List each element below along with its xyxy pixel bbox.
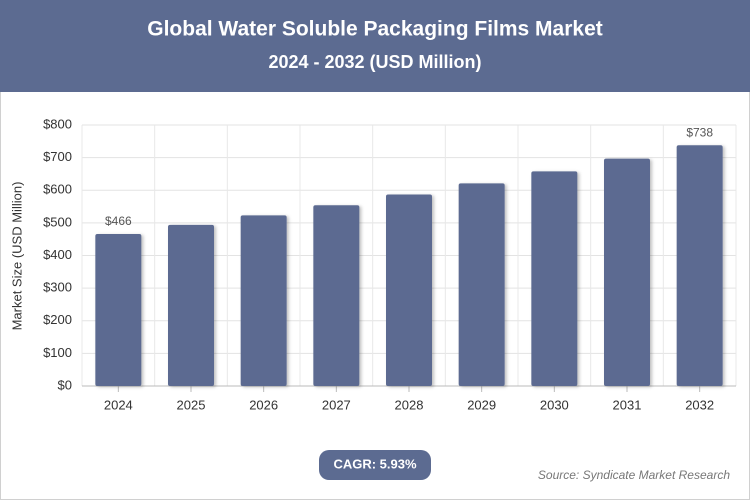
y-tick-label: $700: [43, 149, 72, 164]
bar: [168, 224, 214, 386]
x-tick-label: 2032: [685, 397, 714, 412]
cagr-text: CAGR: 5.93%: [333, 456, 417, 471]
x-tick-label: 2028: [395, 397, 424, 412]
bar: [386, 194, 432, 386]
y-tick-label: $800: [43, 116, 72, 131]
value-label: $738: [686, 125, 713, 139]
chart-title: Global Water Soluble Packaging Films Mar…: [147, 18, 603, 41]
y-tick-label: $400: [43, 247, 72, 262]
bar: [458, 183, 505, 386]
bar: [676, 145, 723, 386]
chart-subtitle: 2024 - 2032 (USD Million): [268, 52, 481, 72]
bar: [531, 171, 578, 386]
x-tick-label: 2025: [177, 397, 206, 412]
value-label: $466: [105, 214, 132, 228]
y-tick-label: $0: [58, 377, 72, 392]
plot-area: $0 $100 $200 $300 $400 $500 $600 $700 $800 2024 $4…: [43, 116, 737, 412]
source-note: Source: Syndicate Market Research: [538, 468, 730, 482]
y-tick-label: $200: [43, 312, 72, 327]
x-tick-label: 2026: [249, 397, 278, 412]
x-tick-label: 2030: [540, 397, 569, 412]
x-tick-label: 2031: [613, 397, 642, 412]
y-tick-label: $500: [43, 214, 72, 229]
x-tick-label: 2024: [104, 397, 133, 412]
cagr-badge: [319, 450, 431, 480]
header-band: [0, 0, 750, 92]
y-tick-label: $100: [43, 345, 72, 360]
y-tick-label: $600: [43, 182, 72, 197]
y-axis-label: Market Size (USD Million): [9, 182, 24, 331]
bar: [604, 158, 650, 386]
x-tick-label: 2029: [467, 397, 496, 412]
bar: [313, 205, 360, 386]
y-tick-label: $300: [43, 280, 72, 295]
bar: [95, 233, 142, 386]
bar: [240, 215, 287, 386]
x-tick-label: 2027: [322, 397, 351, 412]
